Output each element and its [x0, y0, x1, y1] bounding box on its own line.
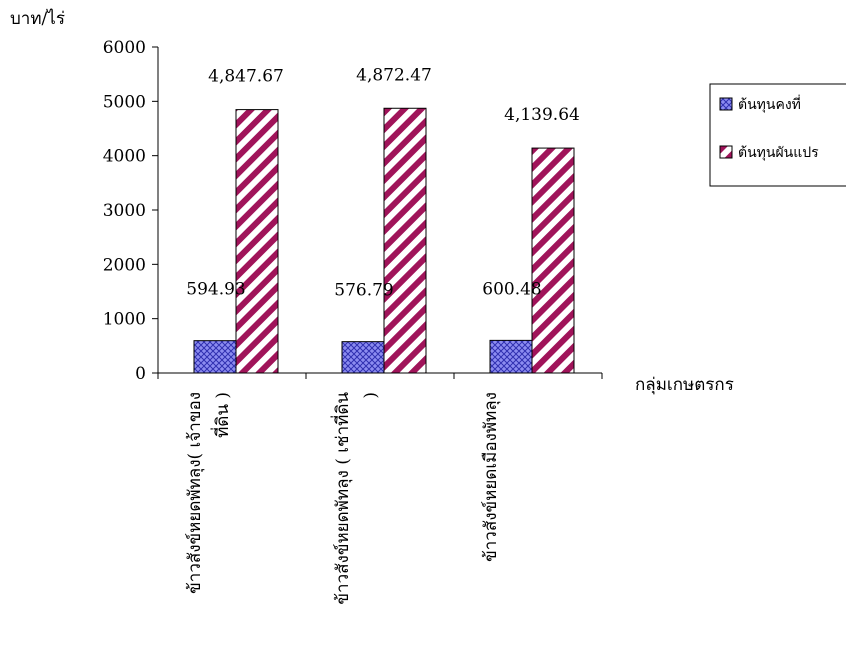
legend-label: ต้นทุนผันแปร: [738, 145, 819, 161]
data-label: 4,139.64: [504, 105, 580, 125]
x-tick-label-line: ข้าวสังข์หยดพัทลุง( เจ้าของ: [185, 392, 205, 594]
legend-swatch: [719, 97, 733, 111]
legend-swatch: [719, 145, 733, 159]
x-tick-label: ข้าวสังข์หยดเมืองพัทลุง: [481, 392, 501, 562]
data-label: 4,847.67: [208, 67, 284, 87]
x-tick-label-line: ): [361, 392, 381, 399]
data-label: 600.48: [482, 279, 541, 299]
y-axis-label: บาท/ไร่: [10, 8, 65, 29]
bar-variable-cost: [383, 107, 427, 374]
y-tick-label: 6000: [103, 38, 146, 58]
y-tick-label: 4000: [103, 147, 146, 167]
y-tick-label: 1000: [103, 310, 146, 330]
bar-variable-cost: [531, 147, 575, 374]
legend-label: ต้นทุนคงที่: [738, 95, 801, 113]
bar-variable-cost: [235, 109, 279, 374]
x-tick-label: ข้าวสังข์หยดพัทลุง ( เช่าที่ดิน): [330, 392, 381, 605]
y-tick-label: 5000: [103, 92, 146, 112]
data-label: 4,872.47: [356, 65, 432, 85]
bar-fixed-cost: [341, 341, 385, 374]
y-tick-label: 3000: [103, 201, 146, 221]
x-tick-label: ข้าวสังข์หยดพัทลุง( เจ้าของ ที่ดิน ): [185, 392, 233, 594]
x-axis-label: กลุ่มเกษตรกร: [635, 375, 734, 395]
x-tick-label-line: ที่ดิน ): [210, 392, 233, 438]
legend-box: [709, 83, 846, 187]
legend: ต้นทุนคงที่ต้นทุนผันแปร: [709, 83, 846, 187]
y-tick-label: 0: [135, 364, 146, 384]
x-tick-label-line: ข้าวสังข์หยดเมืองพัทลุง: [481, 392, 501, 562]
bar-fixed-cost: [193, 340, 237, 374]
y-tick-label: 2000: [103, 255, 146, 275]
data-label: 594.93: [186, 280, 245, 300]
data-label: 576.79: [334, 281, 393, 301]
bar-fixed-cost: [489, 339, 533, 374]
x-tick-label-line: ข้าวสังข์หยดพัทลุง ( เช่าที่ดิน: [330, 392, 353, 605]
